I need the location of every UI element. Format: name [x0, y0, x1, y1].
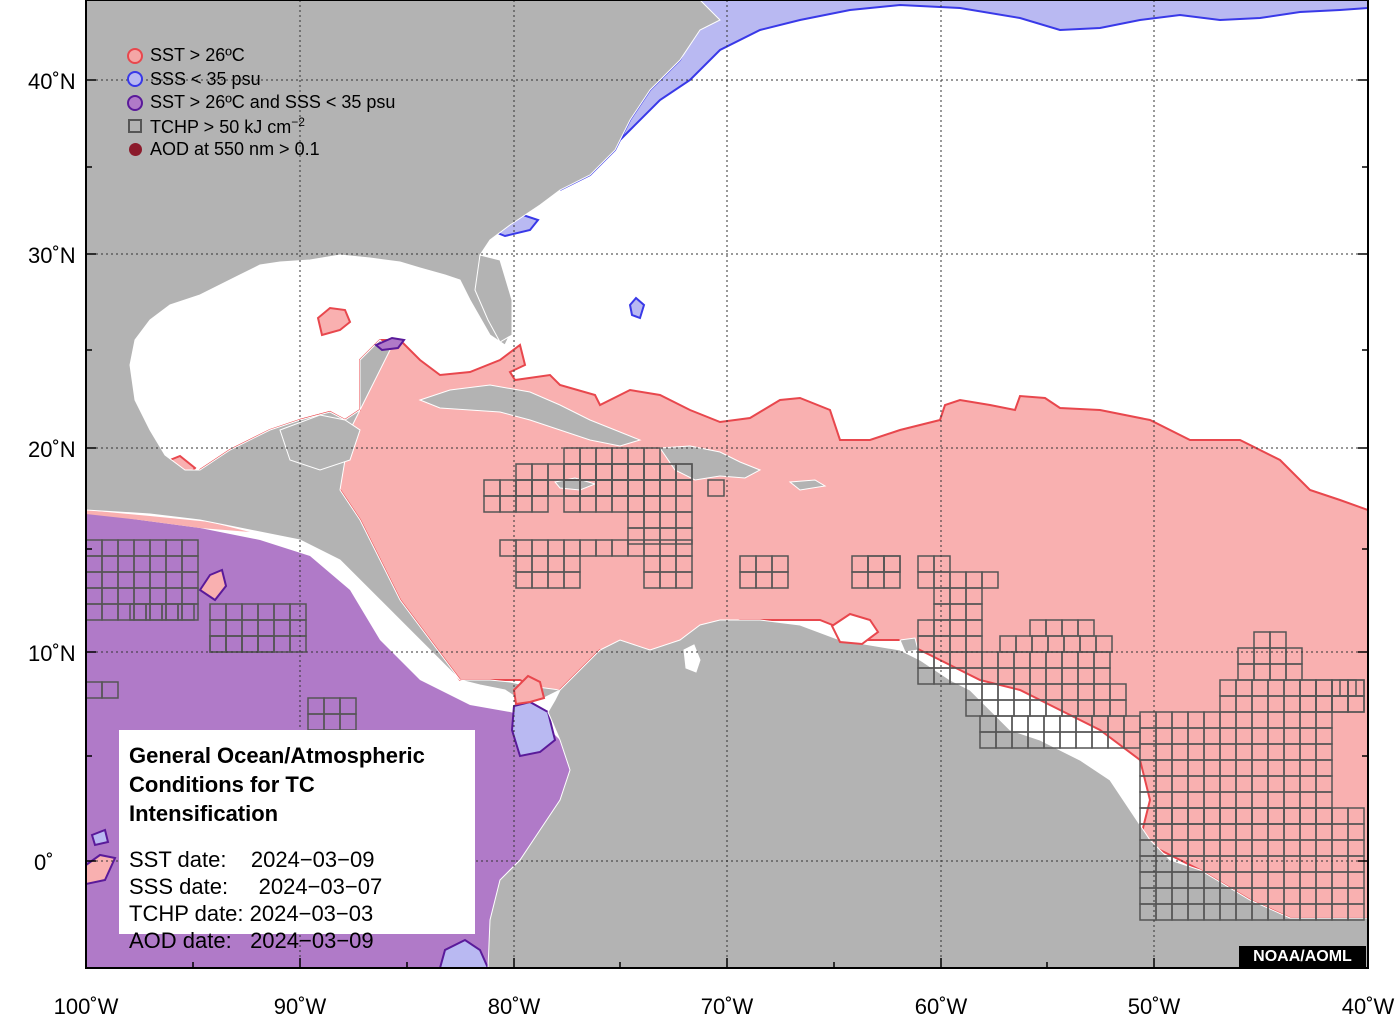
- tchp-cell: [675, 527, 693, 545]
- info-box: General Ocean/Atmospheric Conditions for…: [119, 730, 475, 953]
- pacific-warm-strip: [86, 510, 250, 532]
- legend-label-sst: SST > 26ºC: [150, 45, 245, 66]
- info-dates: SST date: 2024−03−09 SSS date: 2024−03−0…: [129, 846, 464, 954]
- y-tick-20n: 20˚N: [28, 437, 76, 462]
- tchp-square-icon: [128, 119, 142, 134]
- tchp-cell: [1269, 631, 1287, 649]
- tchp-cell: [101, 681, 119, 699]
- jamaica-land: [554, 477, 597, 491]
- tchp-cell: [883, 555, 901, 573]
- keys-warm-fresh: [374, 336, 406, 352]
- tchp-cell: [675, 571, 693, 589]
- tchp-cell: [1285, 663, 1303, 681]
- credit-badge: NOAA/AOML: [1239, 946, 1366, 967]
- tchp-cell: [771, 571, 789, 589]
- tchp-cell: [1347, 903, 1365, 921]
- pacific-warm-island-b: [86, 853, 117, 886]
- tick-marks: [86, 79, 1368, 968]
- south-america-land: [487, 619, 1368, 968]
- panama-fresh-patch: [510, 700, 557, 758]
- legend-label-aod: AOD at 550 nm > 0.1: [150, 139, 320, 160]
- sss-circle-icon: [127, 71, 143, 88]
- tchp-grid: [86, 447, 1365, 921]
- pacific-fresh-island: [90, 828, 110, 847]
- venezuela-cool-patch: [830, 612, 880, 646]
- info-title-line1: General Ocean/Atmospheric: [129, 743, 425, 768]
- land-masses: [86, 0, 1368, 968]
- x-tick-90w: 90˚W: [274, 994, 327, 1019]
- y-tick-30n: 30˚N: [28, 243, 76, 268]
- info-title: General Ocean/Atmospheric Conditions for…: [129, 741, 464, 828]
- hispaniola-land: [659, 445, 762, 481]
- y-tick-0: 0˚: [34, 850, 54, 875]
- legend-item-sst: SST > 26ºC: [120, 44, 395, 68]
- tchp-cell: [177, 603, 195, 621]
- tchp-date-row: TCHP date: 2024−03−03: [129, 901, 374, 926]
- sst-date-row: SST date: 2024−03−09: [129, 847, 375, 872]
- legend-item-sst-sss: SST > 26ºC and SSS < 35 psu: [120, 91, 395, 115]
- tchp-cell: [707, 479, 725, 497]
- tchp-cell: [1339, 679, 1357, 697]
- tchp-cell: [981, 571, 999, 589]
- tchp-cell: [1077, 619, 1095, 637]
- tchp-cell: [1347, 807, 1365, 825]
- legend-item-tchp: TCHP > 50 kJ cm−2: [120, 115, 395, 139]
- x-tick-40w: 40˚W: [1342, 994, 1395, 1019]
- sss-date-row: SSS date: 2024−03−07: [129, 874, 383, 899]
- aod-dot-icon: [128, 143, 142, 157]
- florida-land: [474, 254, 513, 343]
- tchp-cell: [563, 571, 581, 589]
- map-legend: SST > 26ºC SSS < 35 psu SST > 26ºC and S…: [120, 44, 395, 162]
- legend-label-sst-sss: SST > 26ºC and SSS < 35 psu: [150, 92, 396, 113]
- galapagos-fresh-patch: [438, 938, 490, 968]
- bahamas-fresh-patch: [628, 296, 646, 320]
- info-title-line2: Conditions for TC Intensification: [129, 772, 315, 826]
- x-tick-100w: 100˚W: [54, 994, 119, 1019]
- puerto-rico-land: [788, 479, 827, 491]
- tchp-cell: [1095, 635, 1113, 653]
- legend-item-aod: AOD at 550 nm > 0.1: [120, 138, 395, 162]
- legend-item-sss: SSS < 35 psu: [120, 68, 395, 92]
- tchp-cell: [675, 463, 693, 481]
- panama-warm-patch: [512, 674, 546, 706]
- pacific-warm-island-a: [198, 568, 228, 602]
- sst-circle-icon: [127, 47, 143, 64]
- sst-sss-circle-icon: [127, 94, 143, 111]
- legend-label-sss: SSS < 35 psu: [150, 68, 261, 89]
- y-tick-10n: 10˚N: [28, 641, 76, 666]
- x-tick-60w: 60˚W: [915, 994, 968, 1019]
- x-tick-50w: 50˚W: [1128, 994, 1181, 1019]
- legend-label-tchp: TCHP > 50 kJ cm−2: [150, 114, 305, 137]
- axis-labels: 40˚N 30˚N 20˚N 10˚N 0˚ 100˚W 90˚W 80˚W 7…: [28, 69, 1395, 1019]
- y-tick-40n: 40˚N: [28, 69, 76, 94]
- cuba-land: [418, 384, 642, 447]
- aod-date-row: AOD date: 2024−03−09: [129, 928, 374, 953]
- gulf-warm-patch: [316, 306, 352, 337]
- x-tick-70w: 70˚W: [701, 994, 754, 1019]
- x-tick-80w: 80˚W: [488, 994, 541, 1019]
